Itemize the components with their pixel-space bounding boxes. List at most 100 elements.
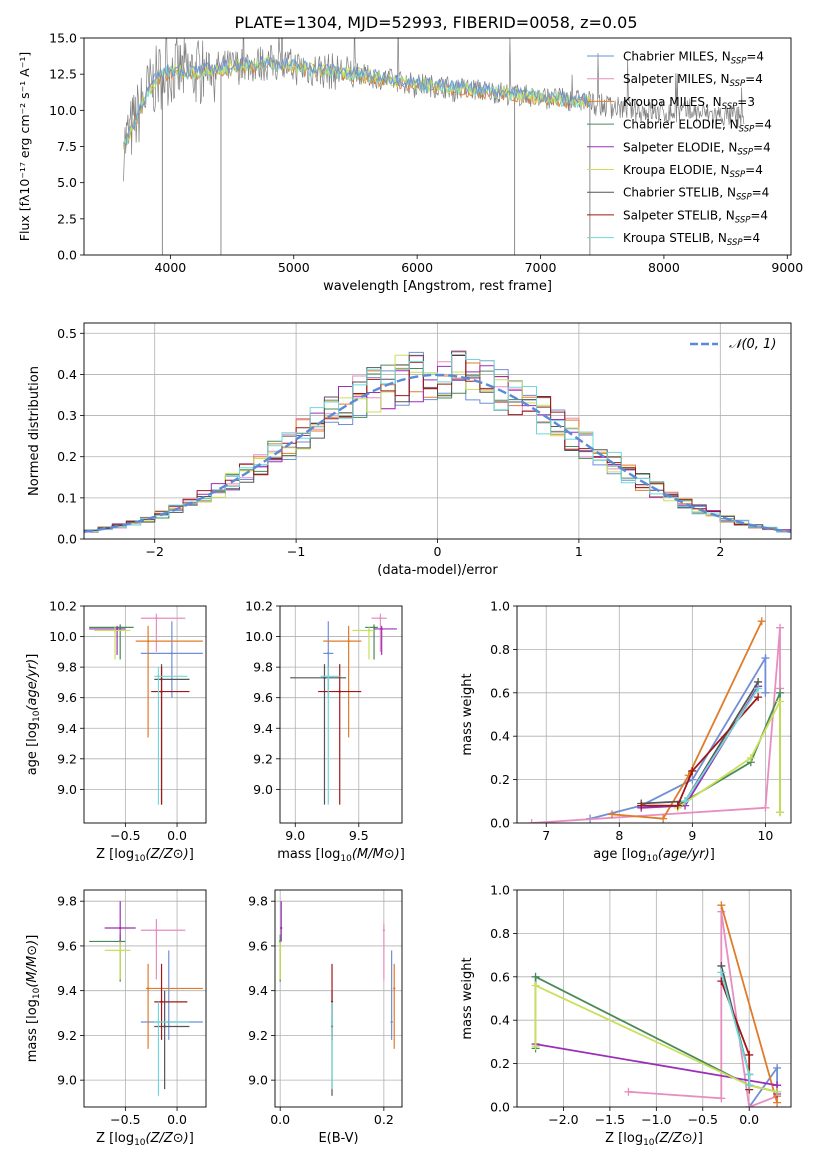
mass_vs_ebv-panel: 0.0 0.2 9.0 9.2 9.4 9.6 9.8 E(B-V): [248, 889, 403, 1146]
data-point: [280, 926, 283, 930]
x-tick-label: 1: [575, 544, 583, 559]
residuals-plot-area: [84, 323, 791, 539]
x-tick-label: 0.0: [270, 1112, 290, 1127]
y-axis-label: Normed distribution: [27, 366, 42, 496]
mass-weight-marker: [531, 972, 540, 981]
x-axis-label: age [log10(age/yr)]: [593, 847, 715, 864]
y-tick-label: 9.8: [57, 660, 77, 675]
weight_vs_age-frame: [516, 605, 792, 824]
y-tick-label: 9.8: [248, 894, 268, 909]
mass-weight-marker: [761, 688, 770, 697]
weight_vs_Z-plot-area: [517, 890, 791, 1107]
x-tick-label: −1.0: [641, 1112, 671, 1127]
data-point: [393, 987, 396, 990]
mass_vs_ebv-plot-area: [275, 890, 402, 1107]
mass-weight-marker: [527, 819, 536, 823]
y-tick-label: 9.4: [248, 983, 268, 998]
spectrum-plot-area: [123, 38, 745, 255]
x-tick-label: 7000: [525, 260, 557, 275]
y-tick-label: 9.2: [248, 1028, 268, 1043]
normal-reference-curve: [84, 373, 791, 533]
mass-weight-line: [534, 984, 778, 1093]
mass-weight-marker: [659, 814, 668, 823]
legend-label: Chabrier STELIB, NSSP=4: [623, 186, 769, 203]
mass-weight-marker: [673, 801, 682, 810]
y-tick-label: 0.0: [57, 248, 77, 263]
data-point: [113, 629, 117, 632]
mass-weight-marker: [688, 775, 697, 784]
y-tick-label: 0.2: [490, 1056, 510, 1071]
residuals-frame: [83, 322, 792, 540]
mass-weight-line: [611, 620, 763, 820]
y-tick-label: 9.8: [253, 660, 273, 675]
y-tick-label: 0.3: [57, 408, 77, 423]
x-tick-label: 9000: [771, 260, 803, 275]
y-tick-label: 0.5: [57, 326, 77, 341]
data-point: [155, 617, 158, 620]
x-tick-label: −0.5: [110, 1112, 140, 1127]
y-axis-label: mass weight: [460, 673, 475, 755]
mass-weight-marker: [745, 1103, 754, 1107]
legend-label: Salpeter MILES, NSSP=4: [623, 72, 763, 89]
y-axis-label: mass weight: [460, 957, 475, 1039]
x-tick-label: 7: [542, 828, 550, 843]
x-axis-label: E(B-V): [318, 1131, 358, 1146]
mass_vs_Z-frame: [83, 889, 207, 1108]
age_vs_mass-plot-area: [280, 606, 402, 823]
weight_vs_age-plot-area: [517, 606, 791, 823]
data-point: [157, 1020, 160, 1024]
data-point: [278, 949, 282, 952]
x-tick-label: 4000: [154, 260, 186, 275]
x-tick-label: −2: [145, 544, 163, 559]
mass-weight-marker: [754, 684, 763, 693]
y-tick-label: 0.1: [57, 490, 77, 505]
x-tick-label: 8000: [648, 260, 680, 275]
y-tick-label: 9.0: [57, 1073, 77, 1088]
mass-weight-marker: [531, 981, 540, 990]
legend-label: Kroupa ELODIE, NSSP=4: [623, 163, 763, 180]
data-point: [380, 627, 383, 631]
y-tick-label: 0.6: [490, 969, 510, 984]
y-tick-label: 0.8: [490, 642, 510, 657]
mass-weight-marker: [773, 1087, 782, 1096]
legend-label: Salpeter ELODIE, NSSP=4: [623, 140, 771, 157]
x-axis-label: wavelength [Angstrom, rest frame]: [323, 279, 552, 294]
data-point: [327, 652, 330, 655]
y-tick-label: 10.0: [49, 103, 77, 118]
mass-weight-marker: [624, 1087, 633, 1096]
mass-weight-marker: [773, 1063, 782, 1072]
x-axis-label: mass [log10(M/M⊙)]: [277, 847, 405, 864]
x-tick-label: 0.0: [167, 1112, 187, 1127]
y-axis-label: Flux [fλ10⁻¹⁷ erg cm⁻² s⁻¹ A⁻¹]: [17, 52, 32, 241]
figure-title: PLATE=1304, MJD=52993, FIBERID=0058, z=0…: [234, 13, 637, 32]
weight_vs_Z-panel: −2.0 −1.5 −1.0 −0.5 0.0 0.0 0.2 0.4 0.6 0.8 1.0 Z […: [460, 883, 792, 1148]
x-axis-label: Z [log10(Z/Z⊙)]: [605, 1131, 703, 1148]
mass-weight-marker: [754, 693, 763, 702]
legend-label: Chabrier MILES, NSSP=4: [623, 50, 764, 67]
y-tick-label: 10.0: [245, 629, 273, 644]
legend-label: 𝒩(0, 1): [729, 337, 776, 352]
y-tick-label: 10.2: [49, 599, 77, 614]
mass-weight-marker: [531, 1042, 540, 1051]
mass-weight-line: [641, 685, 759, 809]
x-axis-label: Z [log10(Z/Z⊙)]: [96, 847, 194, 864]
y-tick-label: 0.4: [490, 1013, 510, 1028]
y-tick-label: 1.0: [490, 883, 510, 898]
x-tick-label: −2.0: [548, 1112, 578, 1127]
mass-weight-marker: [776, 623, 785, 632]
y-tick-label: 9.0: [248, 1073, 268, 1088]
x-tick-label: 6000: [401, 260, 433, 275]
age_vs_Z-frame: [83, 605, 207, 824]
y-tick-label: 9.4: [57, 721, 77, 736]
mass-weight-marker: [681, 797, 690, 806]
y-axis-label: age [log10(age/yr)]: [25, 654, 42, 776]
y-tick-label: 9.6: [57, 938, 77, 953]
age_vs_mass-panel: 9.0 9.5 9.0 9.2 9.4 9.6 9.8 10.0 10.2 mass [log10…: [245, 599, 405, 865]
y-tick-label: 9.4: [57, 983, 77, 998]
y-tick-label: 0.4: [490, 729, 510, 744]
data-point: [146, 639, 150, 643]
data-point: [367, 629, 371, 632]
y-tick-label: 0.6: [490, 685, 510, 700]
mass-weight-marker: [776, 688, 785, 697]
data-point: [330, 1020, 334, 1024]
